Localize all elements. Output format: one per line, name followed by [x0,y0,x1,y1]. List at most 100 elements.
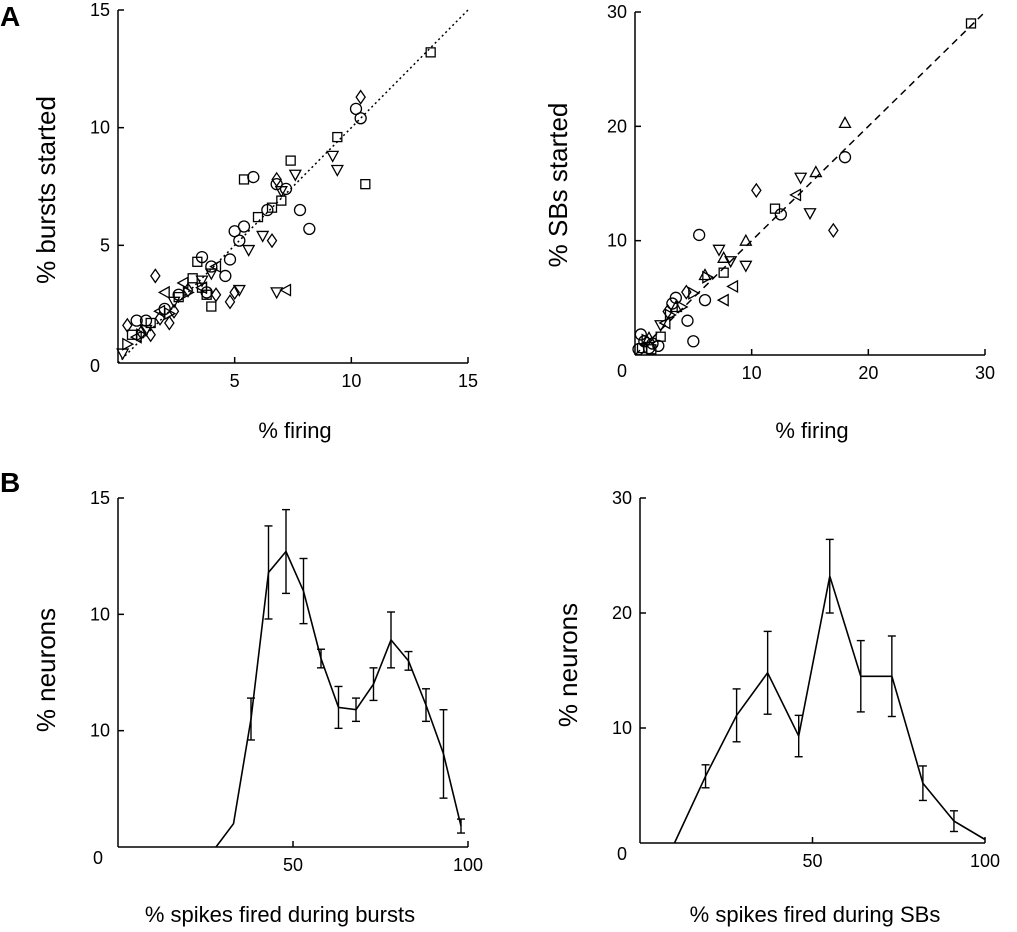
data-point-square [718,267,729,278]
data-point-circle [354,112,367,125]
data-point-square [965,18,977,29]
data-point-triangle-left [716,293,729,307]
data-point-triangle-right [676,300,689,314]
y-axis-title: % SBs started [543,103,573,268]
data-point-diamond [266,232,278,249]
data-point-triangle-up [838,116,852,129]
data-point-square [192,256,203,267]
x-tick-label: 15 [458,371,478,391]
data-point-circle [634,328,647,341]
data-point-circle [130,314,143,327]
data-point-triangle-down [242,244,256,257]
series-line [673,575,986,844]
data-point-triangle-left [129,330,142,344]
y-tick-label: 20 [612,603,632,623]
data-point-diamond [164,315,175,331]
bursts-scatter-chart: % bursts started % firing 0 5 10 15 5 10 15 [31,0,478,443]
data-point-square [769,203,781,214]
data-point-triangle-right [122,337,135,351]
origin-label: 0 [93,848,103,868]
data-point-diamond [122,317,133,333]
data-point-circle [219,269,232,283]
data-point-triangle-down [288,169,302,182]
y-tick-label: 10 [90,604,110,624]
y-axis-title: % neurons [553,603,583,727]
y-tick-label: 10 [90,721,110,741]
origin-label: 0 [617,361,627,381]
data-point-triangle-down [195,275,209,288]
data-point-triangle-down [274,186,288,199]
panel-label-b: B [0,467,20,498]
data-point-triangle-down [330,164,344,177]
data-point-triangle-down [712,244,726,257]
x-tick-label: 50 [283,855,303,875]
data-point-circle [223,253,237,266]
y-tick-label: 15 [90,488,110,508]
x-tick-label: 50 [802,851,822,871]
data-point-triangle-right [136,328,149,342]
data-point-diamond [150,268,161,284]
x-axis-title: % spikes fired during bursts [145,902,415,927]
y-tick-label: 15 [90,0,110,20]
data-point-triangle-left [195,281,208,295]
data-point-diamond [355,89,366,105]
data-point-square [360,178,371,190]
data-point-triangle-left [658,316,671,330]
data-point-circle [303,222,316,236]
data-point-circle [774,208,787,221]
data-point-diamond [229,284,240,301]
data-point-circle [293,203,307,217]
y-axis-title: % neurons [31,608,61,732]
data-point-circle [172,288,185,301]
sbs-scatter-chart: % SBs started % firing 0 10 20 30 10 20 30 [543,2,995,443]
x-axis-title: % spikes fired during SBs [690,902,941,927]
data-point-diamond [828,222,839,239]
data-point-triangle-right [641,333,654,347]
data-point-triangle-left [279,283,292,297]
data-point-triangle-right [702,270,715,284]
data-point-square [332,131,343,143]
sbs-distribution-chart: % neurons % spikes fired during SBs 0 50… [553,488,1000,927]
data-point-triangle-down [803,208,817,221]
y-tick-label: 5 [100,235,110,255]
data-point-circle [669,291,682,304]
data-point-diamond [168,303,180,319]
data-point-diamond [210,287,222,303]
panel-label-a: A [0,1,20,32]
x-tick-label: 10 [742,363,762,383]
data-point-triangle-down [724,256,738,269]
data-point-triangle-right [164,306,177,321]
data-point-triangle-left [157,285,170,299]
x-axis-title: % firing [258,418,331,443]
data-point-circle [698,293,712,307]
data-point-square [646,344,657,355]
x-tick-label: 100 [970,851,1000,871]
data-point-triangle-down [739,260,753,273]
data-point-triangle-left [209,259,222,274]
y-tick-label: 20 [607,116,627,136]
data-point-circle [652,339,665,353]
data-point-triangle-down [204,268,218,281]
data-point-triangle-right [182,285,195,299]
x-tick-label: 30 [975,363,995,383]
x-tick-label: 5 [230,371,240,391]
data-point-triangle-up [809,165,823,178]
data-point-circle [681,314,694,327]
data-point-circle [693,228,706,242]
data-point-triangle-left [726,279,739,293]
data-point-triangle-right [688,286,701,300]
bursts-distribution-chart: % neurons % spikes fired during bursts 0… [31,488,483,927]
data-point-triangle-left [789,188,802,202]
data-point-triangle-up [669,300,683,313]
y-tick-label: 30 [607,2,627,22]
data-point-diamond [751,182,762,199]
data-point-square [425,47,436,58]
y-axis-title: % bursts started [31,96,61,284]
data-point-triangle-down [270,287,284,300]
data-point-triangle-down [232,284,246,297]
data-point-triangle-down [167,296,181,309]
data-point-triangle-down [116,348,130,361]
y-tick-label: 10 [607,231,627,251]
data-point-square [252,211,264,223]
